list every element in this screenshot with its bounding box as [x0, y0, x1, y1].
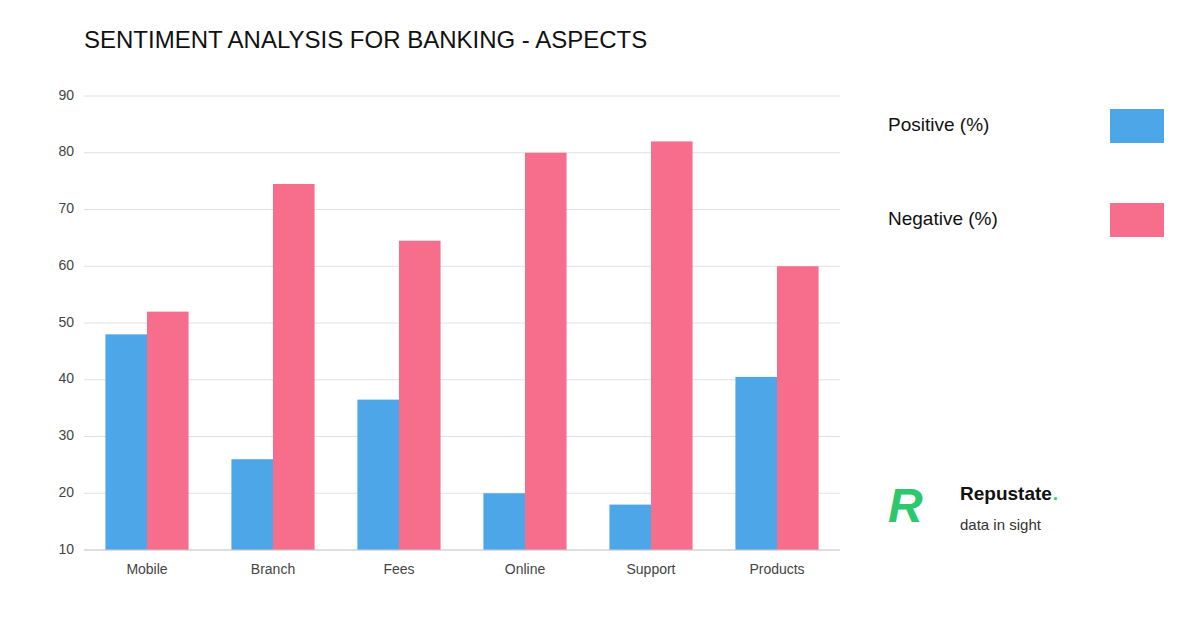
title: SENTIMENT ANALYSIS FOR BANKING - ASPECTS	[84, 26, 647, 53]
legend-swatch	[1110, 203, 1164, 237]
y-tick-label: 60	[58, 257, 74, 273]
x-tick-label: Online	[505, 561, 546, 577]
logo-dot: .	[1053, 483, 1058, 504]
bar	[231, 459, 273, 550]
x-tick-label: Mobile	[126, 561, 167, 577]
grid-line	[84, 266, 840, 267]
grid-line	[84, 323, 840, 324]
bar	[273, 184, 315, 550]
bar	[147, 312, 189, 550]
y-tick-label: 90	[58, 87, 74, 103]
logo-text: Repustate	[960, 483, 1052, 504]
logo-icon: R	[888, 479, 923, 532]
bar	[357, 400, 399, 550]
grid	[84, 96, 840, 550]
bar	[735, 377, 777, 550]
y-tick-label: 80	[58, 143, 74, 159]
y-tick-label: 10	[58, 541, 74, 557]
bar	[105, 334, 147, 550]
chart: SENTIMENT ANALYSIS FOR BANKING - ASPECTS…	[0, 0, 1200, 628]
y-tick-label: 50	[58, 314, 74, 330]
y-tick-label: 30	[58, 427, 74, 443]
bar	[651, 141, 693, 550]
grid-line	[84, 96, 840, 97]
x-tick-label: Branch	[251, 561, 295, 577]
y-tick-label: 40	[58, 370, 74, 386]
grid-line	[84, 209, 840, 210]
bars	[105, 141, 818, 550]
x-tick-label: Products	[749, 561, 804, 577]
legend: Positive (%) Negative (%)	[888, 109, 1164, 237]
grid-line	[84, 550, 840, 551]
x-tick-label: Fees	[383, 561, 414, 577]
legend-label: Negative (%)	[888, 208, 998, 229]
x-axis-line	[84, 550, 840, 551]
grid-line	[84, 436, 840, 437]
y-tick-label: 20	[58, 484, 74, 500]
bar	[609, 505, 651, 550]
grid-line	[84, 152, 840, 153]
legend-label: Positive (%)	[888, 114, 989, 135]
grid-line	[84, 493, 840, 494]
bar	[525, 153, 567, 550]
bar	[777, 266, 819, 550]
bar	[399, 241, 441, 550]
y-tick-label: 70	[58, 200, 74, 216]
x-tick-label: Support	[626, 561, 675, 577]
legend-swatch	[1110, 109, 1164, 143]
logo-tagline: data in sight	[960, 516, 1042, 533]
logo: R Repustate. data in sight	[888, 479, 1058, 533]
bar	[483, 493, 525, 550]
grid-line	[84, 379, 840, 380]
